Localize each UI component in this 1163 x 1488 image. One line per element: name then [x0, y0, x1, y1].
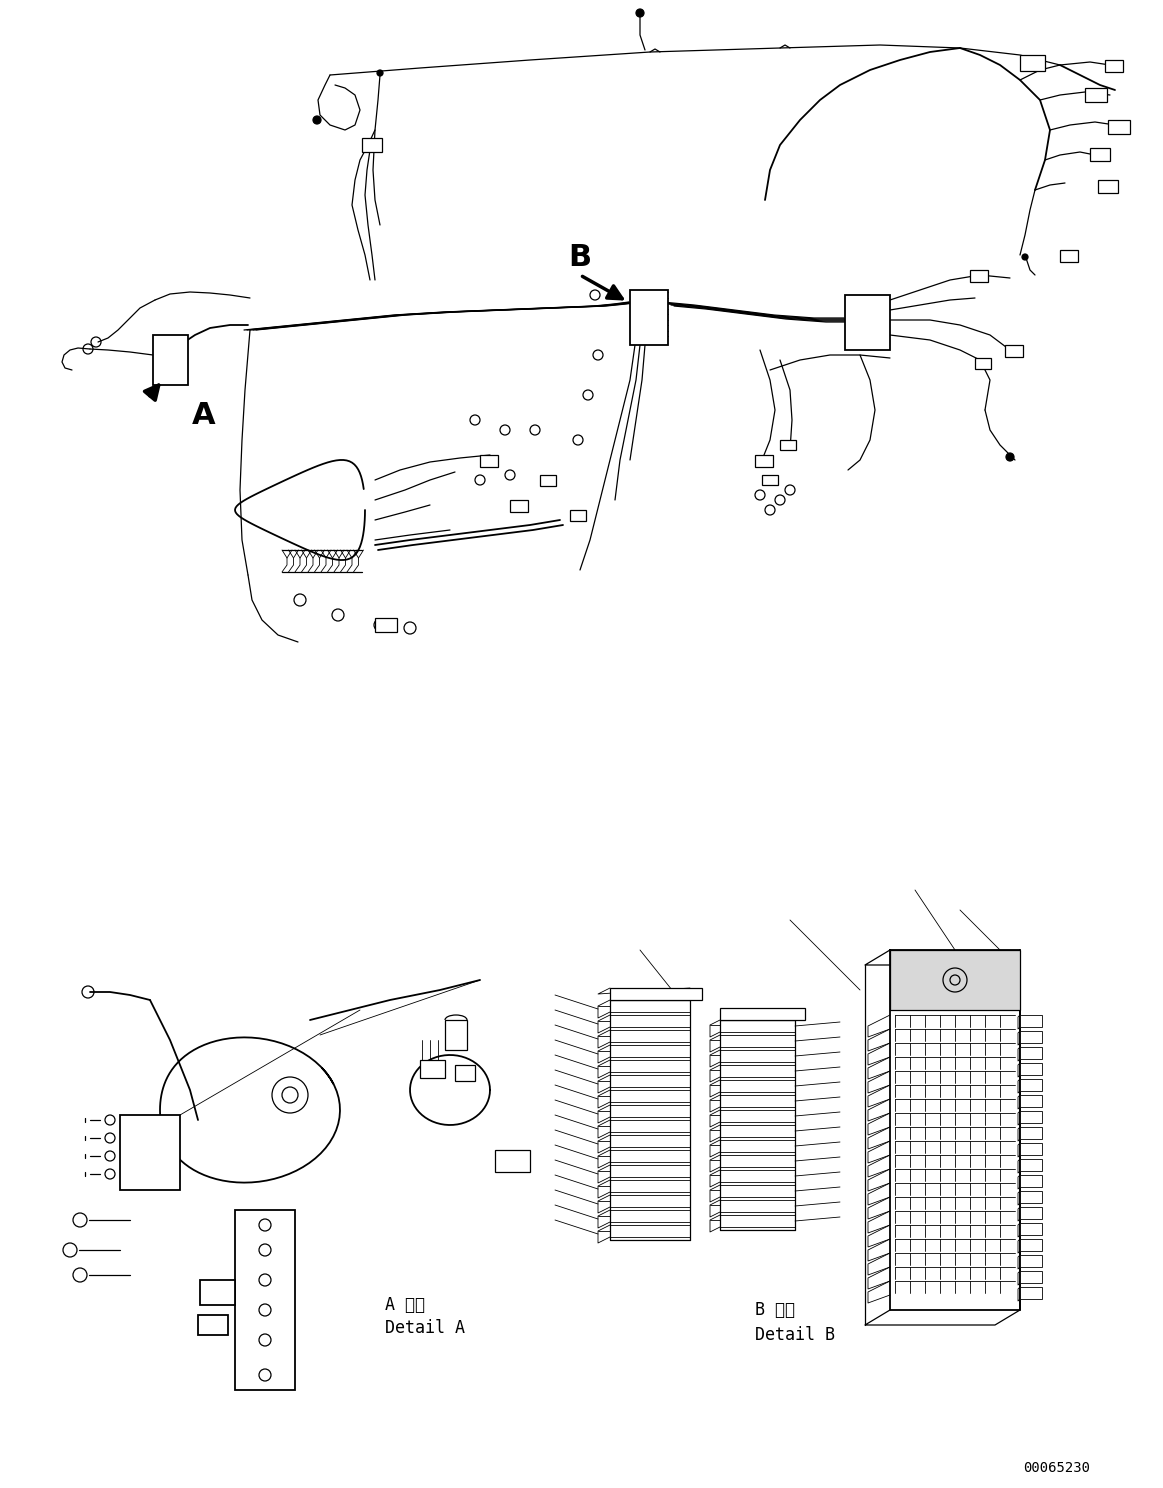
Bar: [1020, 1062, 1042, 1074]
Bar: [1090, 147, 1110, 161]
Bar: [455, 1065, 475, 1080]
Bar: [1020, 1031, 1042, 1043]
Bar: [611, 1165, 690, 1177]
Bar: [720, 1216, 795, 1228]
Bar: [1020, 1287, 1042, 1299]
Bar: [198, 1315, 228, 1335]
Bar: [611, 1059, 690, 1071]
Bar: [611, 1000, 690, 1012]
Bar: [720, 1170, 795, 1181]
Bar: [1105, 60, 1123, 71]
Bar: [720, 1051, 795, 1062]
Bar: [720, 1140, 795, 1152]
Bar: [720, 1125, 795, 1137]
Bar: [970, 269, 989, 283]
Text: B: B: [568, 244, 591, 272]
Bar: [611, 1225, 690, 1237]
Circle shape: [636, 9, 644, 16]
Bar: [720, 1184, 795, 1196]
Bar: [1020, 1143, 1042, 1155]
Text: 00065230: 00065230: [1023, 1461, 1090, 1475]
Bar: [1020, 1126, 1042, 1138]
Bar: [1020, 1207, 1042, 1219]
Circle shape: [377, 70, 383, 76]
Bar: [1020, 55, 1046, 71]
Bar: [720, 1155, 795, 1167]
Bar: [611, 1015, 690, 1027]
Bar: [1020, 1254, 1042, 1266]
Bar: [611, 1195, 690, 1207]
Bar: [374, 618, 397, 632]
Bar: [890, 949, 1020, 1010]
Bar: [720, 1019, 795, 1033]
Bar: [1020, 1048, 1042, 1059]
Bar: [540, 475, 556, 487]
Bar: [975, 359, 991, 369]
Bar: [445, 1019, 468, 1051]
Text: A: A: [192, 400, 215, 430]
Bar: [120, 1115, 180, 1190]
Bar: [611, 1180, 690, 1192]
Bar: [846, 295, 890, 350]
Bar: [611, 1120, 690, 1132]
Bar: [1059, 250, 1078, 262]
Bar: [570, 510, 586, 521]
Text: Detail A: Detail A: [385, 1318, 465, 1338]
Text: A 詳細: A 詳細: [385, 1296, 424, 1314]
Bar: [611, 1150, 690, 1162]
Circle shape: [1006, 452, 1014, 461]
Bar: [1020, 1223, 1042, 1235]
Bar: [720, 1199, 795, 1213]
Bar: [630, 290, 668, 345]
Bar: [720, 1080, 795, 1092]
Bar: [762, 475, 778, 485]
Bar: [1020, 1112, 1042, 1123]
Bar: [511, 500, 528, 512]
Circle shape: [281, 1088, 298, 1103]
Bar: [611, 1106, 690, 1117]
Bar: [720, 1110, 795, 1122]
Bar: [1085, 88, 1107, 103]
Bar: [480, 455, 498, 467]
Bar: [611, 988, 702, 1000]
Bar: [235, 1210, 295, 1390]
Bar: [611, 1045, 690, 1056]
Bar: [420, 1059, 445, 1077]
Bar: [1098, 180, 1118, 193]
Text: Detail B: Detail B: [755, 1326, 835, 1344]
Bar: [780, 440, 795, 449]
Bar: [611, 1030, 690, 1042]
Bar: [755, 455, 773, 467]
Bar: [720, 1036, 795, 1048]
Text: B 詳細: B 詳細: [755, 1301, 795, 1318]
Bar: [1020, 1095, 1042, 1107]
Bar: [611, 1210, 690, 1222]
Bar: [1020, 1159, 1042, 1171]
Circle shape: [1022, 254, 1028, 260]
Bar: [1020, 1015, 1042, 1027]
Bar: [1005, 345, 1023, 357]
Circle shape: [313, 116, 321, 124]
Bar: [495, 1150, 530, 1173]
Bar: [154, 335, 188, 385]
Bar: [200, 1280, 235, 1305]
Bar: [1020, 1240, 1042, 1251]
Bar: [1020, 1079, 1042, 1091]
Bar: [720, 1007, 805, 1019]
Bar: [720, 1065, 795, 1077]
Bar: [1020, 1176, 1042, 1187]
Bar: [1020, 1271, 1042, 1283]
Bar: [611, 1091, 690, 1103]
Bar: [1108, 121, 1130, 134]
Bar: [362, 138, 381, 152]
Bar: [611, 1135, 690, 1147]
Bar: [611, 1074, 690, 1088]
Bar: [1020, 1190, 1042, 1202]
Bar: [720, 1095, 795, 1107]
